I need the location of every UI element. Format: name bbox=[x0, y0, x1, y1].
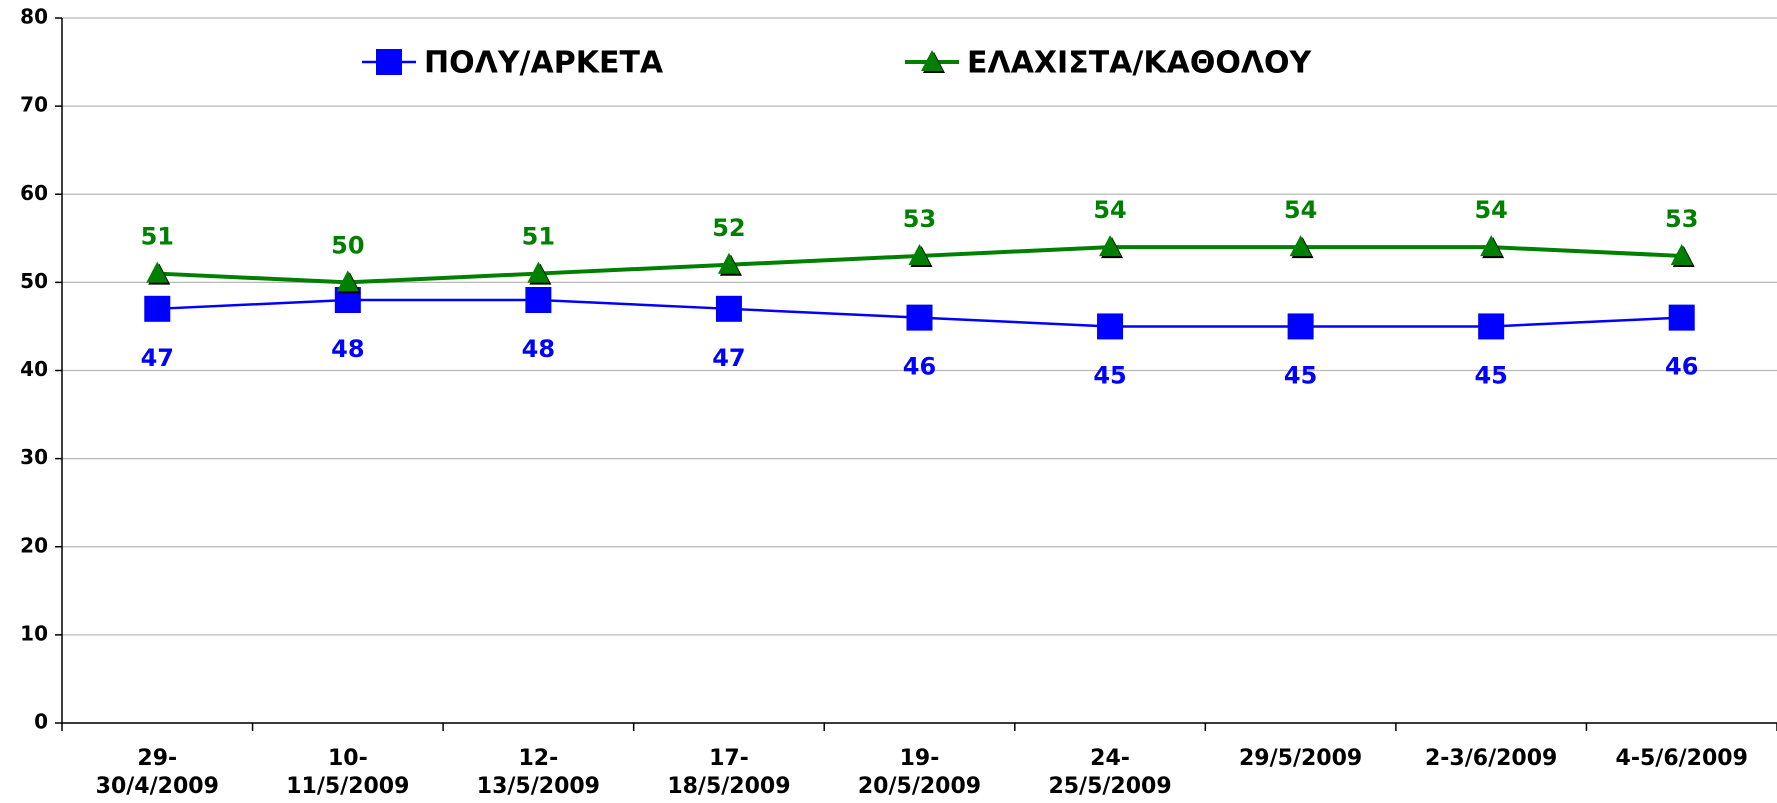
x-tick-line: 13/5/2009 bbox=[477, 774, 600, 799]
y-tick-label: 30 bbox=[20, 445, 48, 469]
data-label: 54 bbox=[1284, 196, 1317, 224]
x-tick-label: 29- 30/4/2009 bbox=[96, 746, 219, 799]
x-tick-line: 30/4/2009 bbox=[96, 774, 219, 799]
data-label: 46 bbox=[1665, 353, 1698, 381]
data-point bbox=[527, 261, 550, 283]
x-tick-line: 4-5/6/2009 bbox=[1616, 746, 1748, 771]
data-label: 48 bbox=[331, 335, 364, 363]
y-tick-label: 0 bbox=[34, 710, 48, 734]
x-tick-label: 19- 20/5/2009 bbox=[858, 746, 981, 799]
legend-marker bbox=[921, 50, 943, 71]
data-point bbox=[717, 252, 740, 274]
x-tick-line: 29/5/2009 bbox=[1239, 746, 1362, 771]
legend-label: ΠΟΛΥ/ΑΡΚΕΤΑ bbox=[424, 46, 664, 81]
data-label: 48 bbox=[522, 335, 555, 363]
x-tick-line: 18/5/2009 bbox=[667, 774, 790, 799]
data-point bbox=[715, 295, 742, 322]
legend-label: ΕΛΑΧΙΣΤΑ/ΚΑΘΟΛΟΥ bbox=[967, 46, 1313, 81]
data-point bbox=[144, 295, 171, 322]
y-tick-label: 50 bbox=[20, 269, 48, 293]
data-point bbox=[1099, 235, 1122, 257]
data-label: 46 bbox=[903, 353, 936, 381]
data-label: 51 bbox=[522, 223, 555, 251]
data-label: 45 bbox=[1284, 361, 1317, 389]
data-point bbox=[336, 270, 359, 292]
x-tick-line: 17- bbox=[709, 746, 749, 771]
x-tick-label: 12- 13/5/2009 bbox=[477, 746, 600, 799]
data-point bbox=[1668, 304, 1695, 331]
data-point bbox=[146, 261, 169, 283]
x-tick-line: 12- bbox=[519, 746, 559, 771]
x-tick-line: 20/5/2009 bbox=[858, 774, 981, 799]
x-tick-line: 25/5/2009 bbox=[1048, 774, 1171, 799]
data-point bbox=[525, 287, 552, 313]
y-tick-label: 10 bbox=[20, 621, 48, 645]
data-label: 47 bbox=[712, 344, 745, 372]
x-tick-line: 11/5/2009 bbox=[286, 774, 409, 799]
data-point bbox=[1670, 243, 1693, 265]
data-label: 51 bbox=[141, 223, 174, 251]
x-tick-line: 10- bbox=[328, 746, 368, 771]
data-point bbox=[1289, 235, 1312, 257]
y-tick-label: 70 bbox=[20, 93, 48, 117]
x-tick-line: 2-3/6/2009 bbox=[1425, 746, 1557, 771]
legend-marker bbox=[376, 49, 402, 75]
data-point bbox=[908, 243, 931, 265]
y-tick-label: 40 bbox=[20, 357, 48, 381]
data-point bbox=[1478, 313, 1505, 340]
data-label: 53 bbox=[1665, 205, 1698, 233]
x-tick-label: 24- 25/5/2009 bbox=[1048, 746, 1171, 799]
data-point bbox=[906, 304, 933, 331]
x-tick-line: 29- bbox=[137, 746, 177, 771]
data-label: 53 bbox=[903, 205, 936, 233]
data-label: 45 bbox=[1093, 361, 1126, 389]
data-label: 47 bbox=[141, 344, 174, 372]
x-tick-label: 2-3/6/2009 bbox=[1425, 746, 1557, 771]
x-tick-line: 24- bbox=[1090, 746, 1130, 771]
y-tick-label: 80 bbox=[20, 5, 48, 29]
data-point bbox=[1480, 235, 1503, 257]
data-label: 45 bbox=[1474, 361, 1507, 389]
y-tick-label: 20 bbox=[20, 533, 48, 557]
x-tick-label: 29/5/2009 bbox=[1239, 746, 1362, 771]
data-label: 54 bbox=[1474, 196, 1507, 224]
data-label: 50 bbox=[331, 231, 364, 259]
data-label: 52 bbox=[712, 214, 745, 242]
x-tick-line: 19- bbox=[900, 746, 940, 771]
x-tick-label: 17- 18/5/2009 bbox=[667, 746, 790, 799]
y-tick-label: 60 bbox=[20, 181, 48, 205]
x-tick-label: 4-5/6/2009 bbox=[1616, 746, 1748, 771]
x-tick-label: 10- 11/5/2009 bbox=[286, 746, 409, 799]
data-point bbox=[1287, 313, 1314, 340]
data-point bbox=[1097, 313, 1124, 340]
data-label: 54 bbox=[1093, 196, 1126, 224]
